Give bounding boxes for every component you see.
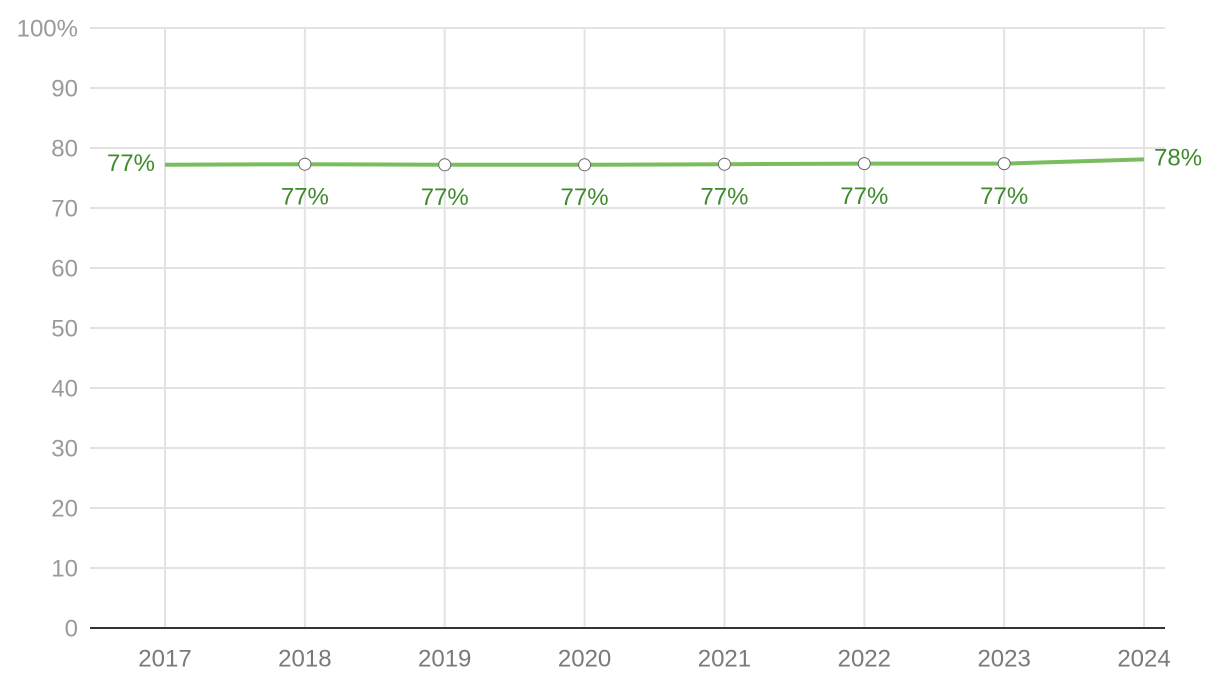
y-tick-label: 100%	[17, 15, 78, 42]
value-label: 78%	[1154, 145, 1202, 172]
x-tick-label: 2018	[278, 645, 331, 672]
y-tick-label: 0	[65, 615, 78, 642]
y-tick-label: 30	[51, 435, 78, 462]
point-marker	[857, 157, 871, 171]
value-label: 77%	[561, 184, 609, 211]
y-tick-label: 20	[51, 495, 78, 522]
value-label: 77%	[840, 183, 888, 210]
y-tick-label: 70	[51, 195, 78, 222]
point-marker	[578, 158, 592, 172]
x-tick-label: 2017	[138, 645, 191, 672]
value-label: 77%	[107, 150, 155, 177]
y-tick-label: 10	[51, 555, 78, 582]
y-tick-label: 40	[51, 375, 78, 402]
x-tick-label: 2022	[838, 645, 891, 672]
value-label: 77%	[700, 184, 748, 211]
value-label: 77%	[421, 184, 469, 211]
line	[164, 157, 1145, 167]
point-marker	[438, 158, 452, 172]
x-tick-label: 2020	[558, 645, 611, 672]
point-marker	[717, 157, 731, 171]
value-label: 77%	[980, 183, 1028, 210]
y-tick-label: 80	[51, 135, 78, 162]
value-label: 77%	[281, 184, 329, 211]
y-tick-label: 90	[51, 75, 78, 102]
point-marker	[997, 157, 1011, 171]
x-tick-label: 2021	[698, 645, 751, 672]
x-tick-label: 2024	[1117, 645, 1170, 672]
y-tick-label: 50	[51, 315, 78, 342]
y-tick-label: 60	[51, 255, 78, 282]
x-tick-label: 2019	[418, 645, 471, 672]
point-marker	[298, 157, 312, 171]
x-tick-label: 2023	[977, 645, 1030, 672]
